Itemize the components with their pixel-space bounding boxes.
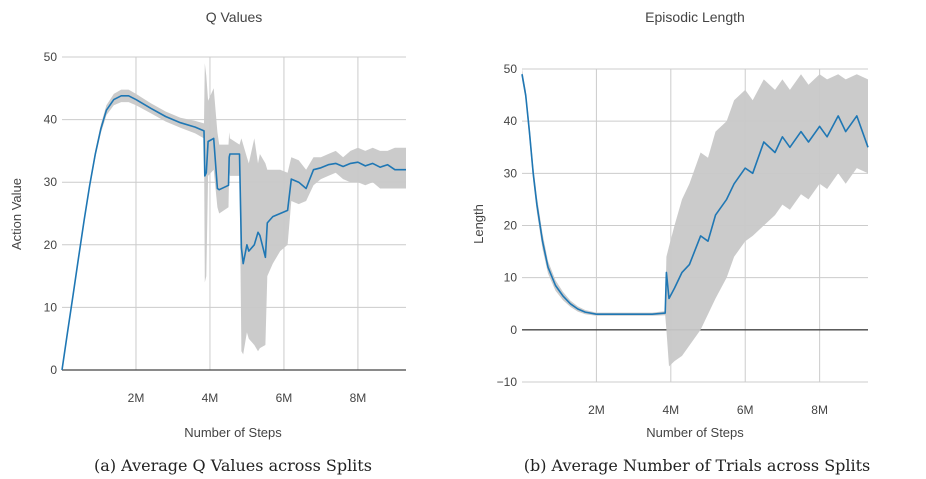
figure-caption: (a) Average Q Values across Splits <box>94 456 372 475</box>
x-tick-label: 6M <box>737 403 754 417</box>
confidence-band <box>62 63 406 371</box>
x-tick-label: 4M <box>202 391 219 405</box>
y-tick-label: 10 <box>504 271 518 285</box>
y-axis-label: Length <box>471 204 486 244</box>
y-tick-label: 30 <box>504 166 518 180</box>
y-tick-label: 50 <box>44 50 58 64</box>
y-tick-label: 40 <box>44 113 58 127</box>
y-tick-label: 40 <box>504 114 518 128</box>
y-tick-label: −10 <box>497 375 518 389</box>
chart-q-values: Q Values Number of Steps Action Value (a… <box>9 9 406 475</box>
figure-caption: (b) Average Number of Trials across Spli… <box>524 456 871 475</box>
chart-title: Episodic Length <box>645 9 745 25</box>
x-axis-label: Number of Steps <box>184 425 282 440</box>
series-line <box>61 95 406 371</box>
x-tick-label: 2M <box>588 403 605 417</box>
x-tick-label: 6M <box>276 391 293 405</box>
x-tick-label: 8M <box>811 403 828 417</box>
x-tick-label: 8M <box>350 391 367 405</box>
chart-episodic-length: Episodic Length Number of Steps Length (… <box>471 9 870 475</box>
y-tick-label: 30 <box>44 175 58 189</box>
x-axis-label: Number of Steps <box>646 425 744 440</box>
y-tick-label: 20 <box>44 238 58 252</box>
y-tick-label: 0 <box>50 363 57 377</box>
y-axis-label: Action Value <box>9 178 24 250</box>
chart-title: Q Values <box>206 9 263 25</box>
x-tick-label: 2M <box>128 391 145 405</box>
y-tick-label: 0 <box>510 323 517 337</box>
y-tick-label: 50 <box>504 62 518 76</box>
x-tick-label: 4M <box>662 403 679 417</box>
series-line <box>521 74 869 316</box>
y-tick-label: 10 <box>44 300 58 314</box>
y-tick-label: 20 <box>504 219 518 233</box>
confidence-band <box>522 69 868 367</box>
